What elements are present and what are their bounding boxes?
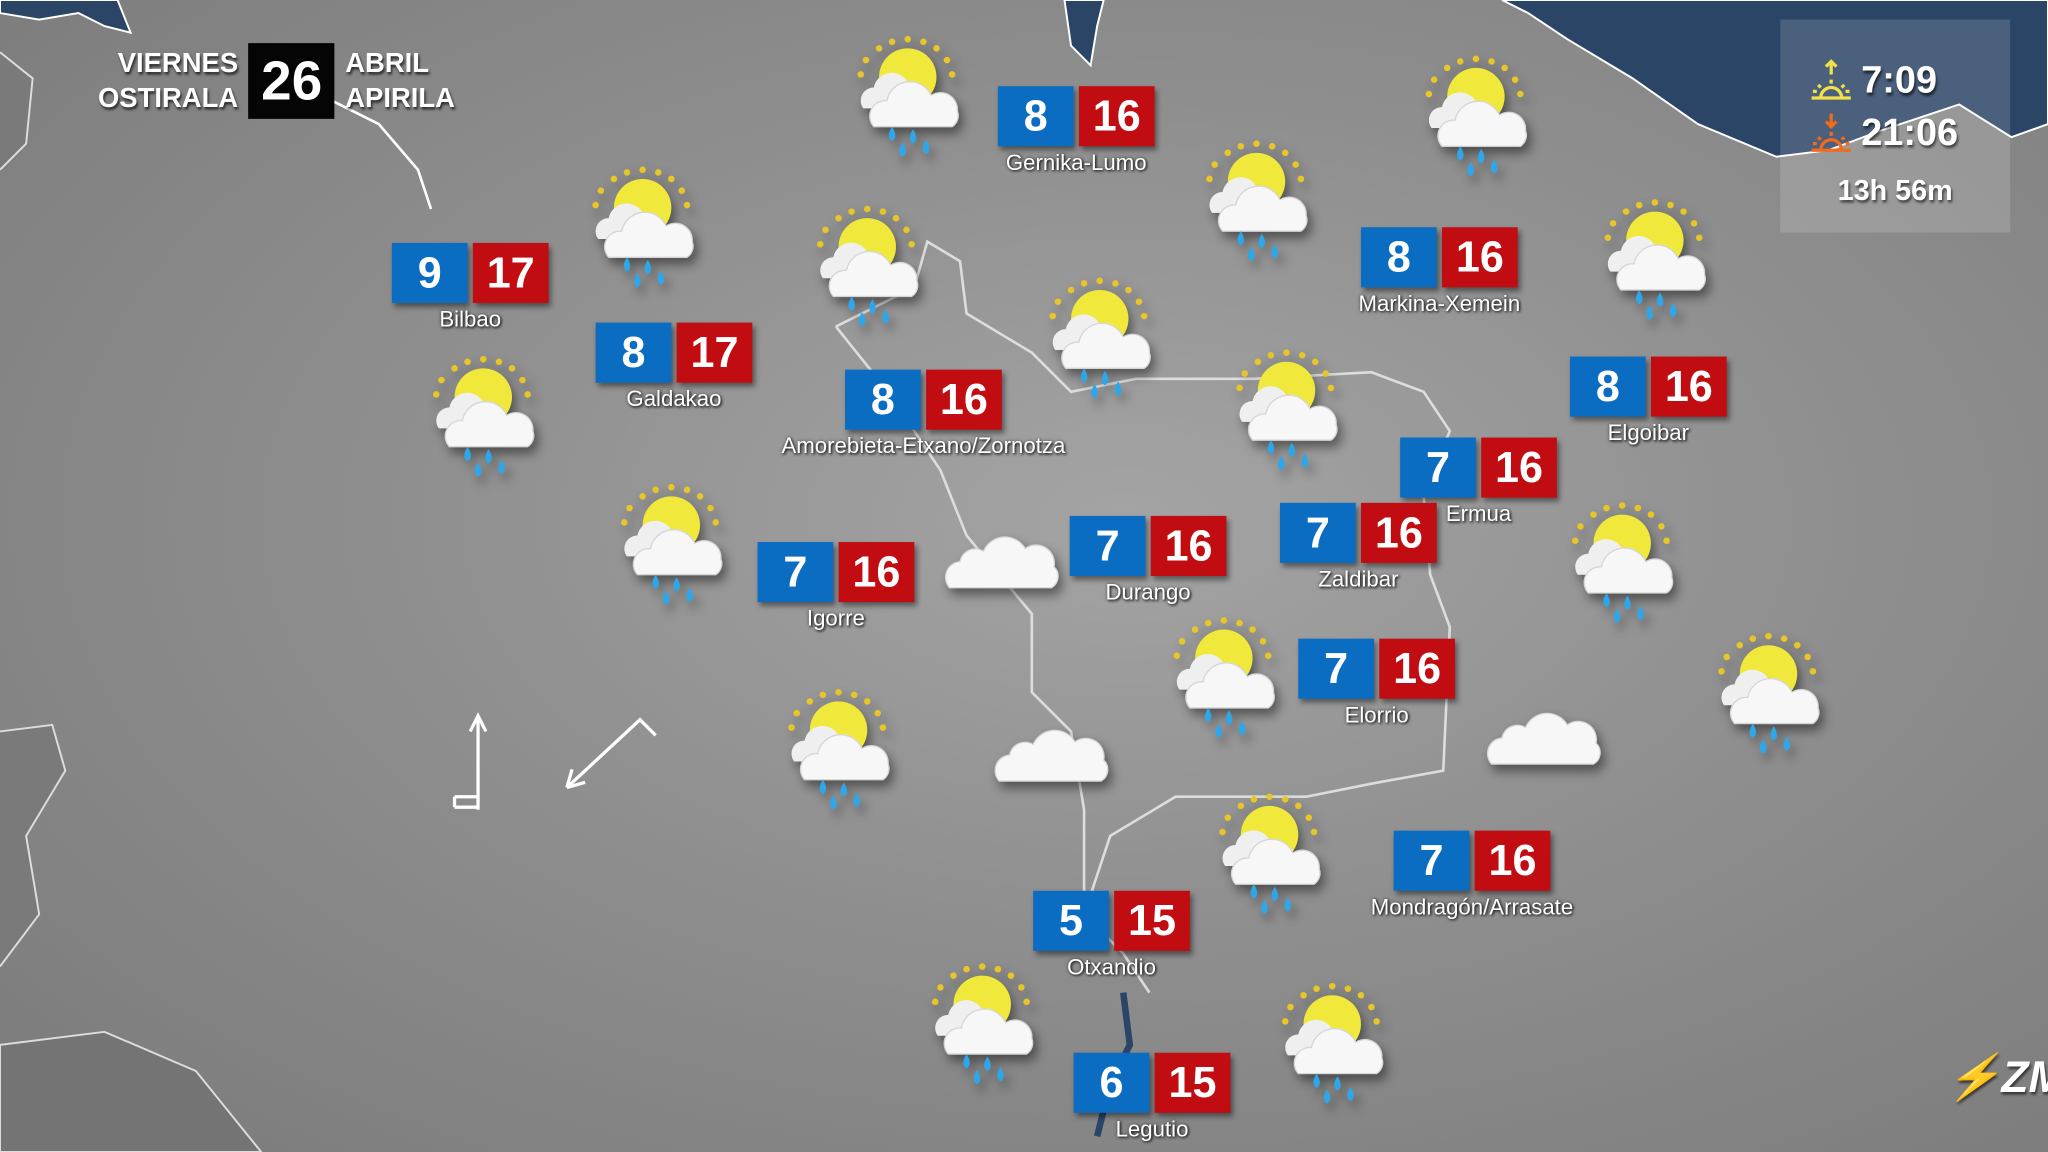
max-temp: 16	[838, 542, 915, 603]
sun-cloud-rain-icon	[1701, 630, 1832, 761]
max-temp: 16	[1078, 86, 1155, 147]
sun-cloud-rain-icon	[771, 686, 902, 817]
city-name: Gernika-Lumo	[1005, 150, 1147, 176]
max-temp: 16	[926, 369, 1002, 430]
sun-cloud-rain-icon	[799, 202, 930, 333]
min-temp: 7	[1400, 437, 1476, 498]
sun-cloud-rain-icon	[1189, 137, 1320, 268]
cloud-icon	[984, 690, 1115, 821]
month-es: ABRIL	[345, 48, 430, 79]
min-temp: 8	[1360, 227, 1437, 288]
sunset-row: 21:06	[1809, 111, 1958, 155]
city-forecast: 8 17 Galdakao	[595, 322, 753, 411]
min-temp: 5	[1033, 890, 1109, 951]
min-temp: 9	[391, 242, 468, 304]
city-name: Durango	[1105, 579, 1191, 605]
city-forecast: 8 16 Amorebieta-Etxano/Zornotza	[781, 369, 1065, 458]
max-temp: 15	[1114, 890, 1190, 951]
city-name: Amorebieta-Etxano/Zornotza	[781, 433, 1066, 459]
city-forecast: 8 16 Gernika-Lumo	[997, 86, 1155, 175]
sunset-icon	[1811, 113, 1851, 152]
max-temp: 16	[1379, 638, 1456, 699]
sun-cloud-rain-icon	[1587, 196, 1718, 327]
min-temp: 8	[1569, 356, 1646, 417]
max-temp: 16	[1441, 227, 1518, 288]
min-temp: 7	[1393, 830, 1470, 891]
sun-cloud-rain-icon	[603, 481, 734, 612]
min-temp: 7	[1298, 638, 1375, 699]
sun-cloud-rain-icon	[840, 33, 971, 164]
city-name: Ermua	[1445, 501, 1512, 527]
zm-logo: ⚡ZM	[1946, 1051, 2048, 1103]
city-name: Bilbao	[439, 306, 502, 332]
city-forecast: 7 16 Zaldibar	[1279, 502, 1437, 592]
wind-arrow-southwest-icon	[565, 717, 657, 790]
min-temp: 7	[1069, 515, 1146, 576]
city-name: Elgoibar	[1607, 420, 1690, 446]
city-name: Igorre	[806, 606, 865, 631]
min-temp: 8	[595, 322, 672, 383]
city-forecast: 6 15 Legutio	[1073, 1052, 1231, 1142]
city-name: Galdakao	[626, 386, 722, 412]
city-name: Mondragón/Arrasate	[1370, 894, 1574, 920]
logo-text: ZM	[2001, 1052, 2048, 1103]
city-name: Zaldibar	[1318, 566, 1399, 592]
sun-cloud-rain-icon	[575, 163, 706, 294]
sunrise-icon	[1811, 59, 1851, 100]
weekday-eu: OSTIRALA	[97, 83, 239, 114]
weekday-es: VIERNES	[117, 48, 239, 79]
sun-cloud-rain-icon	[1032, 274, 1163, 405]
sun-times-panel: 7:09 21:06 13h 56m	[1780, 19, 2011, 233]
max-temp: 16	[1150, 515, 1227, 576]
city-name: Elorrio	[1344, 702, 1409, 728]
min-temp: 6	[1073, 1052, 1150, 1113]
sun-cloud-rain-icon	[1408, 52, 1539, 183]
sunrise-row: 7:09	[1809, 59, 1937, 103]
sun-cloud-rain-icon	[914, 960, 1045, 1091]
city-forecast: 9 17 Bilbao	[391, 242, 549, 332]
max-temp: 16	[1474, 830, 1551, 891]
min-temp: 7	[757, 542, 834, 603]
sun-cloud-rain-icon	[1554, 499, 1685, 630]
max-temp: 16	[1650, 356, 1727, 417]
cloud-icon	[1476, 673, 1607, 804]
day-number: 26	[248, 43, 335, 119]
sun-cloud-rain-icon	[1219, 346, 1350, 477]
day-length: 13h 56m	[1837, 173, 1953, 207]
min-temp: 8	[845, 369, 921, 430]
sun-cloud-rain-icon	[415, 353, 546, 484]
max-temp: 15	[1154, 1052, 1231, 1113]
city-forecast: 8 16 Markina-Xemein	[1359, 227, 1520, 316]
city-name: Legutio	[1115, 1116, 1189, 1142]
max-temp: 16	[1360, 502, 1437, 563]
city-forecast: 7 16 Ermua	[1400, 437, 1557, 526]
city-forecast: 8 16 Elgoibar	[1569, 356, 1727, 445]
cloud-icon	[934, 496, 1065, 627]
sun-cloud-rain-icon	[1264, 980, 1395, 1111]
city-name: Otxandio	[1067, 954, 1156, 980]
max-temp: 17	[676, 322, 753, 383]
wind-barb-north-icon	[452, 712, 488, 810]
city-name: Markina-Xemein	[1358, 291, 1521, 317]
city-forecast: 7 16 Mondragón/Arrasate	[1371, 830, 1573, 920]
max-temp: 16	[1481, 437, 1557, 498]
city-forecast: 7 16 Elorrio	[1298, 638, 1456, 728]
min-temp: 8	[997, 86, 1074, 147]
city-forecast: 7 16 Durango	[1069, 515, 1227, 605]
month-eu: APIRILA	[345, 83, 455, 114]
city-forecast: 7 16 Igorre	[757, 542, 915, 631]
date-header: VIERNES OSTIRALA 26 ABRIL APIRILA	[98, 43, 455, 119]
max-temp: 17	[472, 242, 549, 304]
sunrise-time: 7:09	[1861, 59, 1938, 102]
sunset-time: 21:06	[1861, 111, 1959, 154]
sun-cloud-rain-icon	[1202, 790, 1333, 921]
sun-cloud-rain-icon	[1156, 614, 1287, 745]
min-temp: 7	[1279, 502, 1356, 563]
city-forecast: 5 15 Otxandio	[1033, 890, 1190, 980]
